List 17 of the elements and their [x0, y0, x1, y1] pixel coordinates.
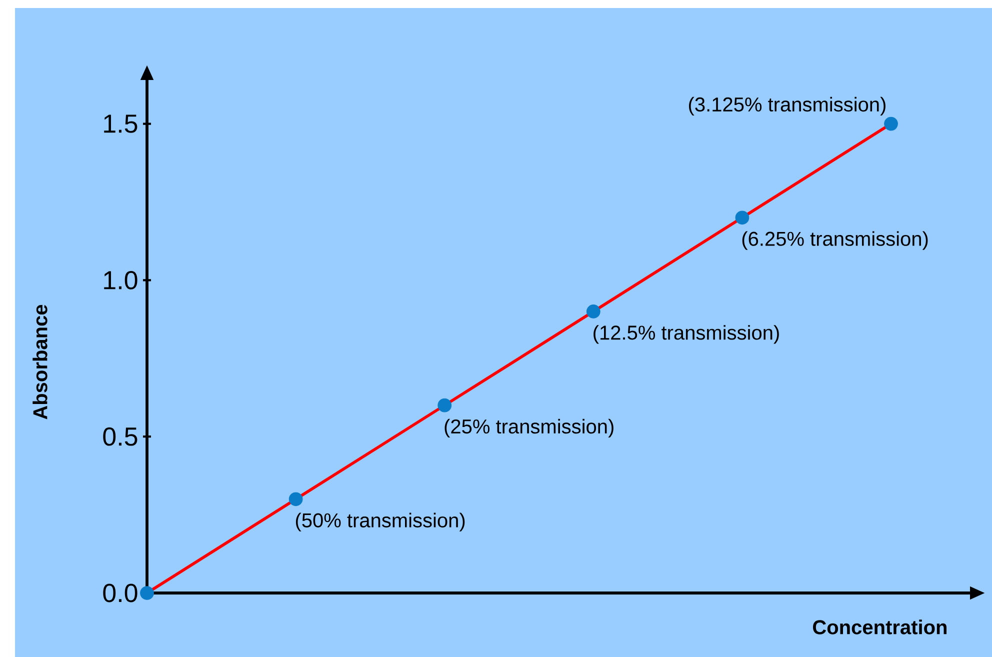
y-tick-label: 0.0 — [103, 584, 138, 602]
x-axis-title: Concentration — [813, 620, 947, 634]
point — [735, 210, 750, 225]
point — [586, 304, 600, 318]
point — [140, 586, 154, 600]
annotation: (3.125% transmission) — [689, 96, 886, 116]
annotation: (50% transmission) — [296, 512, 465, 532]
y-tick-label: 1.0 — [104, 270, 138, 290]
y-tick-label: 0.5 — [103, 427, 138, 446]
annotation: (25% transmission) — [444, 418, 614, 438]
annotation: (12.5% transmission) — [594, 325, 779, 344]
point — [438, 398, 452, 412]
point — [884, 116, 898, 131]
annotation: (6.25% transmission) — [742, 231, 928, 250]
y-axis-title: Absorbance — [32, 304, 48, 420]
point — [288, 492, 303, 506]
y-tick-label: 1.5 — [104, 114, 138, 133]
